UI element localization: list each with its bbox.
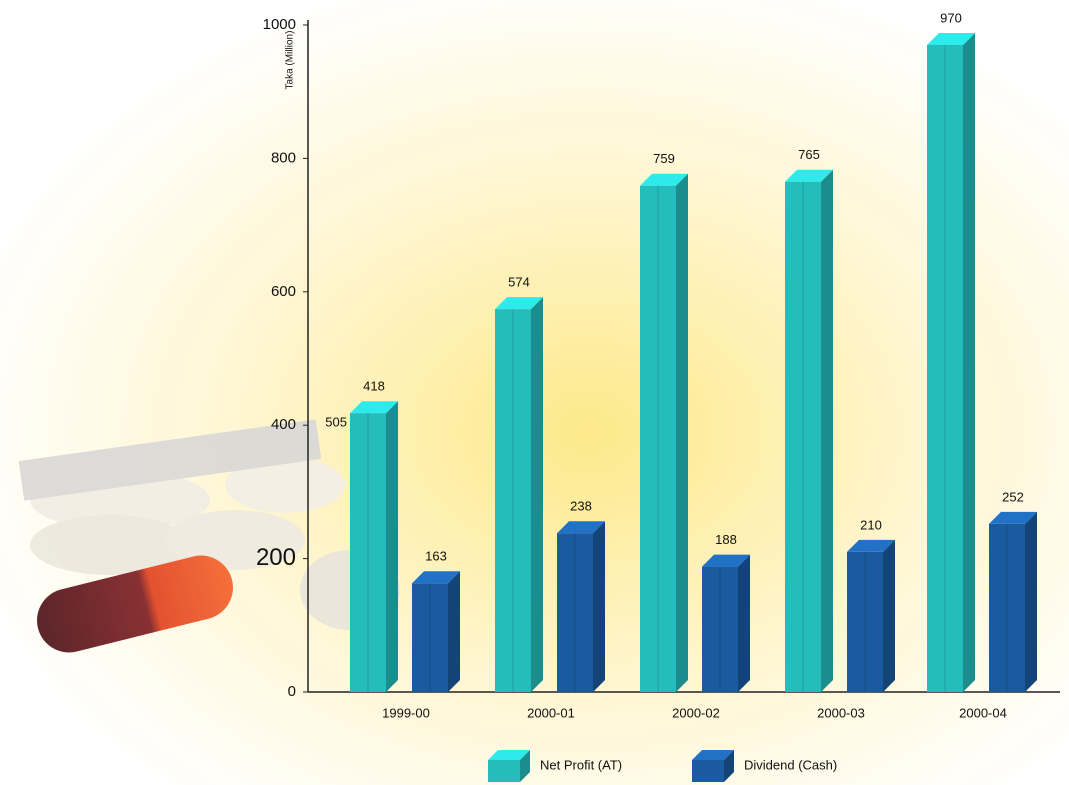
bar-side xyxy=(738,554,750,692)
bar-top xyxy=(702,554,750,567)
value-label: 238 xyxy=(570,499,592,514)
value-label: 252 xyxy=(1002,489,1024,504)
legend-swatch-side xyxy=(520,750,530,782)
value-label: 574 xyxy=(508,275,530,290)
legend-label: Dividend (Cash) xyxy=(744,757,837,772)
bar-top xyxy=(785,169,833,182)
value-label: 418 xyxy=(363,379,385,394)
value-label: 765 xyxy=(798,147,820,162)
x-tick-label: 2000-01 xyxy=(527,705,575,720)
value-label: 970 xyxy=(940,10,962,25)
bar-side xyxy=(676,173,688,692)
bar-top xyxy=(412,571,460,584)
y-tick-label: 200 xyxy=(256,544,296,571)
legend-swatch-top xyxy=(692,750,734,760)
bar-side xyxy=(448,571,460,692)
annotation: 505 xyxy=(325,414,347,429)
y-tick-label: 1000 xyxy=(263,16,296,33)
y-axis-title: Taka (Million) xyxy=(285,31,296,90)
x-tick-label: 1999-00 xyxy=(382,705,430,720)
value-label: 759 xyxy=(653,151,675,166)
bar-top xyxy=(640,173,688,186)
legend-swatch-side xyxy=(724,750,734,782)
bar-top xyxy=(495,297,543,310)
x-tick-label: 2000-03 xyxy=(817,705,865,720)
legend-swatch-top xyxy=(488,750,530,760)
y-tick-label: 400 xyxy=(271,416,296,433)
bar-side xyxy=(386,401,398,692)
bar-top xyxy=(557,521,605,534)
bar-side xyxy=(963,33,975,692)
y-tick-label: 0 xyxy=(288,683,296,700)
value-label: 163 xyxy=(425,549,447,564)
value-label: 210 xyxy=(860,517,882,532)
bar-top xyxy=(989,511,1037,524)
bar-side xyxy=(1025,511,1037,692)
bar-side xyxy=(531,297,543,692)
x-tick-label: 2000-02 xyxy=(672,705,720,720)
y-tick-label: 600 xyxy=(271,283,296,300)
legend-swatch xyxy=(692,760,724,782)
legend-label: Net Profit (AT) xyxy=(540,757,622,772)
bar-top xyxy=(927,33,975,46)
legend-swatch xyxy=(488,760,520,782)
y-tick-label: 800 xyxy=(271,149,296,166)
bar-top xyxy=(847,539,895,552)
value-label: 188 xyxy=(715,532,737,547)
bar-side xyxy=(593,521,605,692)
bar-top xyxy=(350,401,398,414)
bar-side xyxy=(821,169,833,692)
x-tick-label: 2000-04 xyxy=(959,705,1007,720)
bar-side xyxy=(883,539,895,692)
